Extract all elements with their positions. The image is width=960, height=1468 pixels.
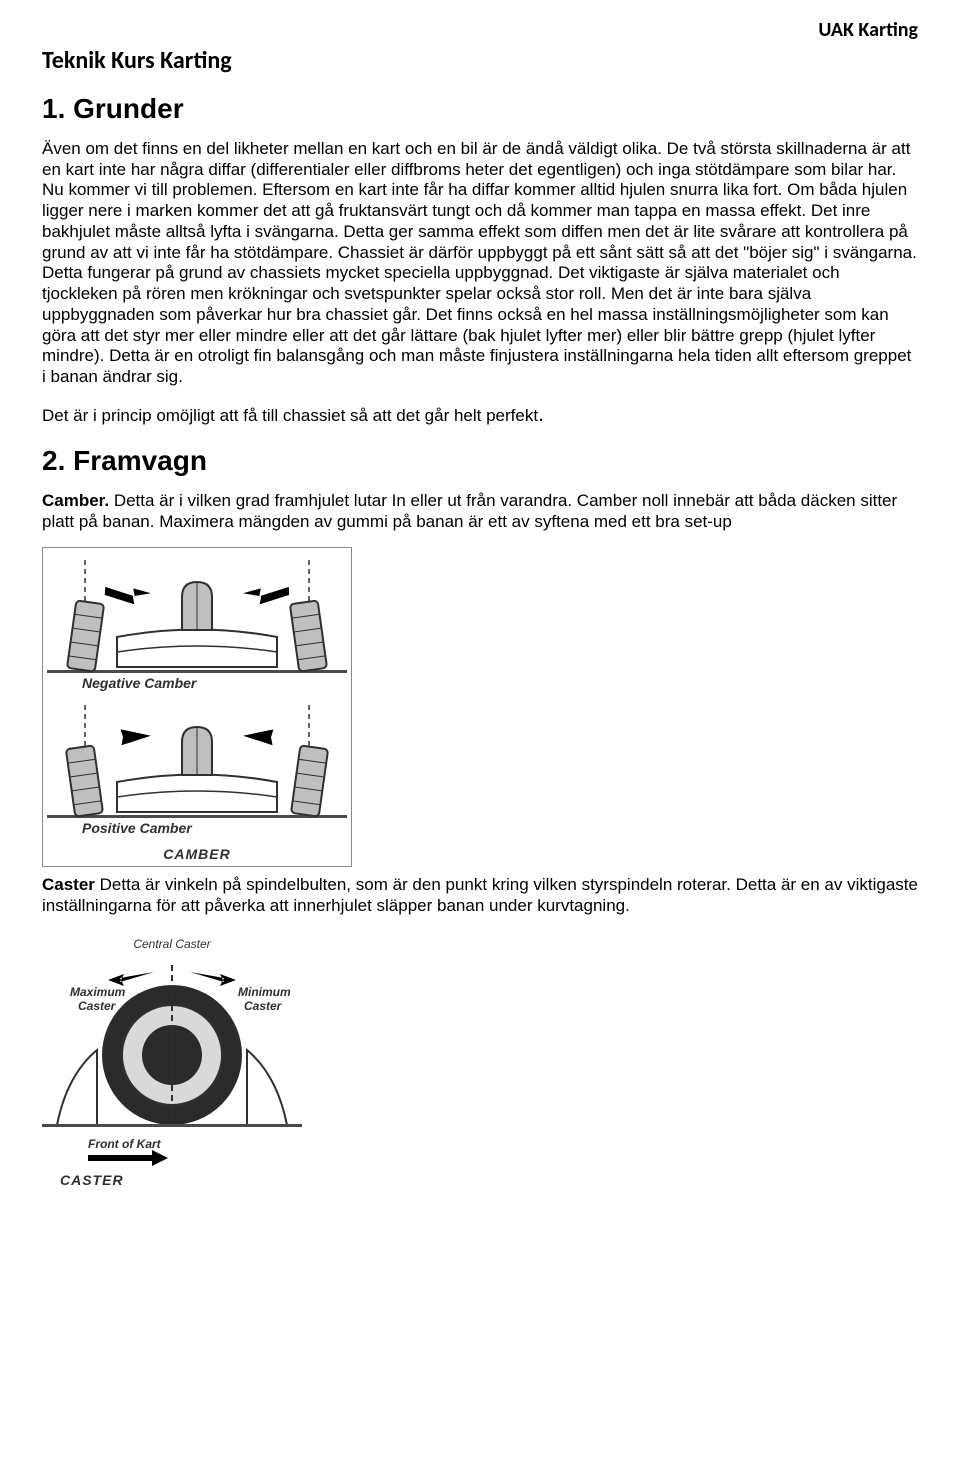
page-title: Teknik Kurs Karting (42, 46, 918, 75)
camber-lead-bold: Camber. (42, 491, 109, 510)
section1-heading: 1. Grunder (42, 93, 918, 125)
caster-bottom-label: Front of Kart (88, 1137, 162, 1151)
camber-diagram-positive: Positive Camber (47, 697, 347, 842)
arrow-left-icon (108, 972, 154, 986)
caster-right-label1: Minimum (238, 985, 291, 999)
section1-closing-period: . (538, 403, 544, 426)
header-brand: UAK Karting (818, 18, 918, 42)
arrow-in-left-icon (104, 587, 151, 605)
camber-diagram-negative: Negative Camber (47, 552, 347, 697)
section1-closing-text: Det är i princip omöjligt att få till ch… (42, 406, 538, 425)
arrow-in-right-icon (243, 587, 290, 605)
caster-lead-rest: Detta är vinkeln på spindelbulten, som ä… (42, 875, 918, 915)
camber-lead-rest: Detta är i vilken grad framhjulet lutar … (42, 491, 897, 531)
caster-left-label1: Maximum (70, 985, 126, 999)
arrow-out-right-icon (243, 728, 290, 746)
arrow-right-icon (190, 972, 236, 986)
arrow-out-left-icon (105, 728, 152, 746)
camber-positive-label: Positive Camber (82, 820, 192, 836)
document-page: UAK Karting Teknik Kurs Karting 1. Grund… (0, 0, 960, 1468)
section1-closing: Det är i princip omöjligt att få till ch… (42, 402, 918, 428)
camber-negative-label: Negative Camber (82, 675, 196, 691)
caster-diagram: Central Caster Maximum Caster Minimum Ca… (42, 930, 302, 1188)
caster-lead-bold: Caster (42, 875, 95, 894)
caster-top-label: Central Caster (133, 937, 211, 951)
section2-heading: 2. Framvagn (42, 445, 918, 477)
caster-caption: CASTER (60, 1172, 302, 1188)
arrow-front-icon (88, 1150, 168, 1166)
camber-diagram: Negative Camber (42, 547, 352, 867)
camber-paragraph: Camber. Detta är i vilken grad framhjule… (42, 491, 918, 532)
caster-paragraph: Caster Detta är vinkeln på spindelbulten… (42, 875, 918, 916)
section1-paragraph: Även om det finns en del likheter mellan… (42, 139, 918, 388)
camber-caption: CAMBER (47, 846, 347, 862)
caster-right-label2: Caster (244, 999, 283, 1013)
caster-left-label2: Caster (78, 999, 117, 1013)
caster-svg: Central Caster Maximum Caster Minimum Ca… (42, 930, 302, 1170)
